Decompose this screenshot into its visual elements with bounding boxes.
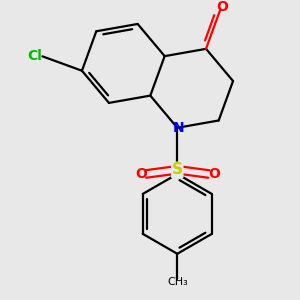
Text: O: O bbox=[208, 167, 220, 181]
Text: N: N bbox=[172, 121, 184, 135]
Text: O: O bbox=[135, 167, 147, 181]
Text: S: S bbox=[172, 162, 183, 177]
Text: Cl: Cl bbox=[28, 49, 42, 62]
Text: CH₃: CH₃ bbox=[167, 278, 188, 287]
Text: O: O bbox=[217, 0, 228, 14]
